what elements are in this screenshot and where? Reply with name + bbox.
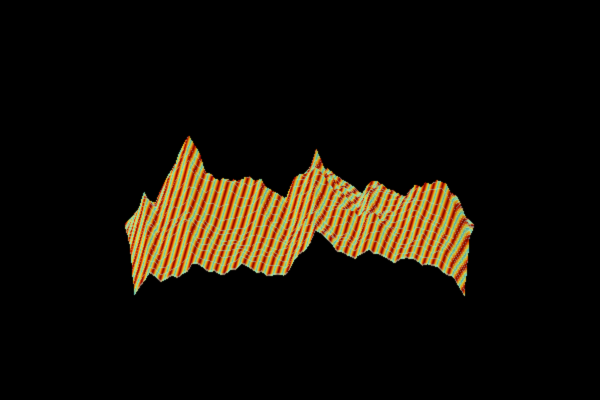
surface-render-canvas (0, 0, 600, 400)
render-scene (0, 0, 600, 400)
